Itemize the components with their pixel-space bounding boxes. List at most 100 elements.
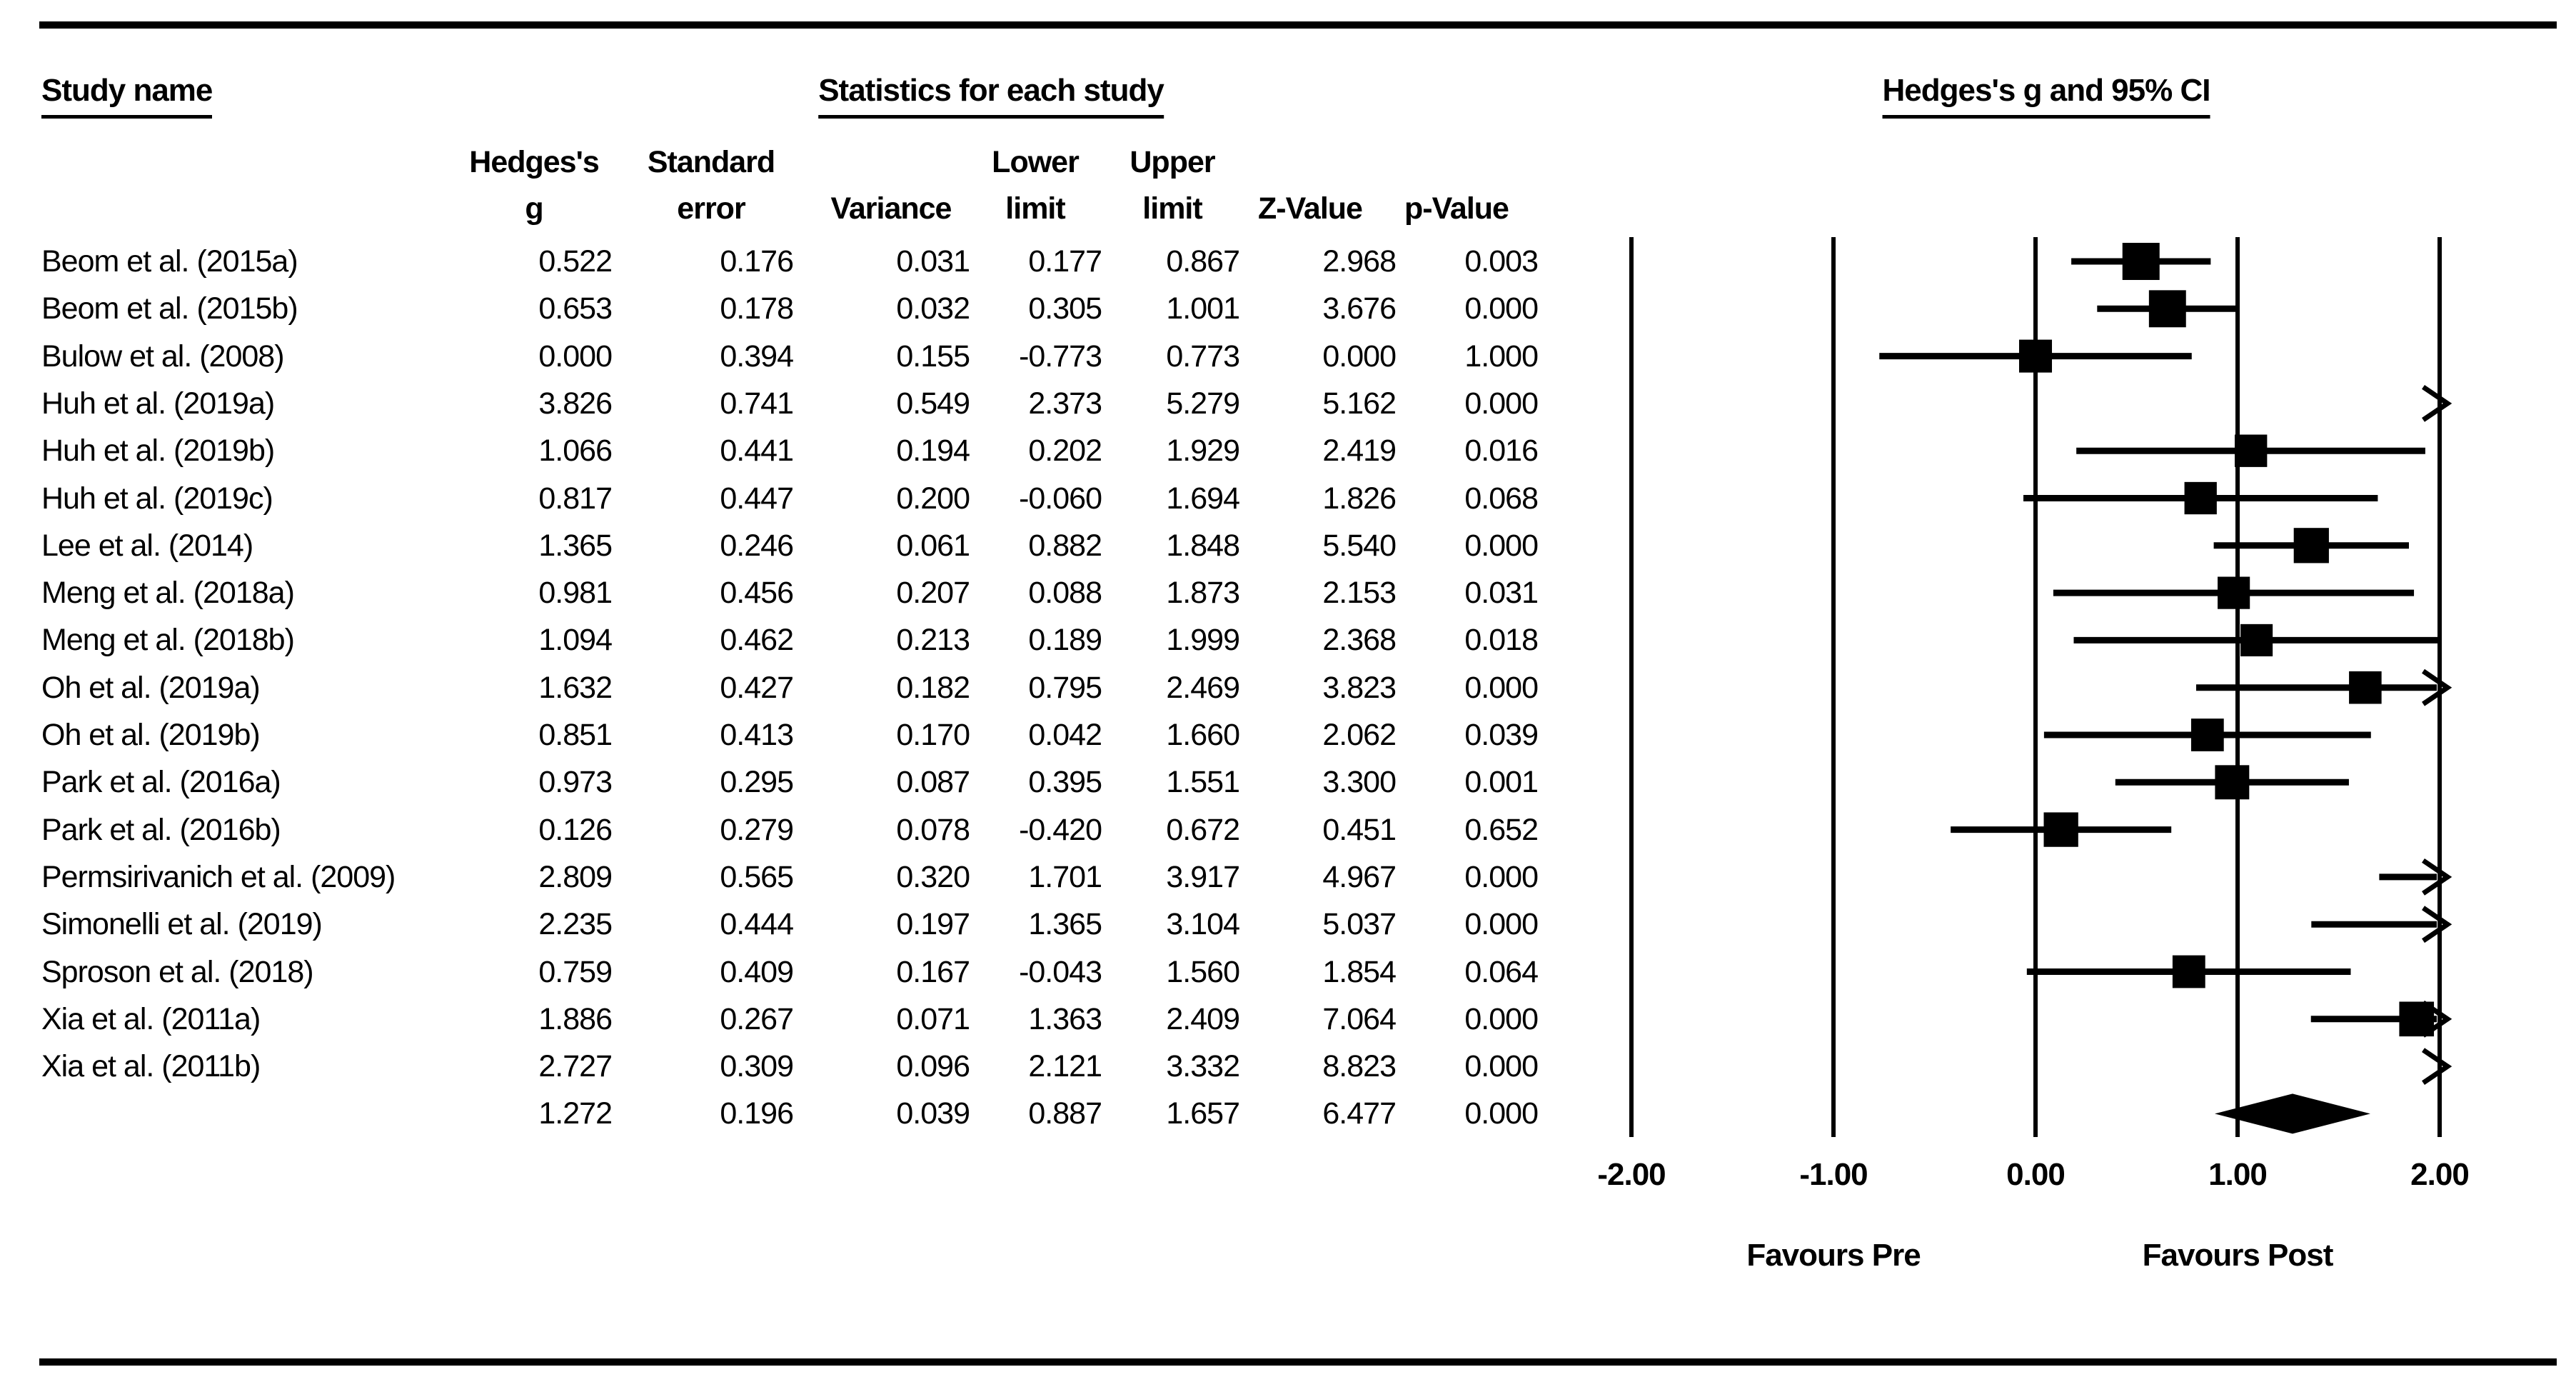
cell-name: Meng et al. (2018a) [41,576,295,611]
cell-name: Beom et al. (2015a) [41,244,298,279]
column-header: Z-Value [1258,191,1363,226]
cell-variance: 0.031 [896,244,970,279]
offscale-arrow-icon [2422,1048,2452,1085]
cell-name: Park et al. (2016b) [41,812,281,847]
cell-se: 0.394 [720,339,794,374]
cell-variance: 0.039 [896,1096,970,1131]
cell-z: 2.368 [1322,623,1397,658]
cell-variance: 0.096 [896,1049,970,1084]
cell-se: 0.309 [720,1049,794,1084]
cell-variance: 0.087 [896,765,970,800]
cell-name: Lee et al. (2014) [41,528,253,563]
cell-z: 2.062 [1322,718,1397,752]
cell-z: 7.064 [1322,1001,1397,1036]
column-header: limit [1142,191,1202,226]
cell-g: 0.973 [538,765,613,800]
cell-se: 0.409 [720,954,794,989]
offscale-arrow-icon [2422,858,2452,896]
cell-name: Oh et al. (2019b) [41,718,261,752]
axis-tick-label: 1.00 [2208,1157,2268,1192]
effect-square [2234,434,2268,467]
cell-upper: 0.773 [1166,339,1240,374]
cell-g: 1.886 [538,1001,613,1036]
cell-g: 2.235 [538,907,613,942]
plot-title: Hedges's g and 95% CI [1882,73,2210,119]
cell-upper: 2.409 [1166,1001,1240,1036]
cell-upper: 3.332 [1166,1049,1240,1084]
cell-lower: 0.202 [1028,434,1102,469]
effect-square [2172,955,2205,988]
cell-variance: 0.200 [896,481,970,516]
cell-name: Huh et al. (2019c) [41,481,273,516]
cell-name: Simonelli et al. (2019) [41,907,323,942]
cell-variance: 0.207 [896,576,970,611]
cell-g: 0.126 [538,812,613,847]
cell-z: 1.854 [1322,954,1397,989]
cell-se: 0.741 [720,386,794,421]
cell-p: 0.000 [1464,1001,1539,1036]
cell-p: 0.039 [1464,718,1539,752]
cell-upper: 1.560 [1166,954,1240,989]
cell-z: 5.162 [1322,386,1397,421]
effect-square [2293,528,2329,564]
cell-name: Beom et al. (2015b) [41,291,298,326]
cell-variance: 0.078 [896,812,970,847]
cell-p: 0.000 [1464,291,1539,326]
cell-g: 0.981 [538,576,613,611]
cell-z: 8.823 [1322,1049,1397,1084]
favours-pre-label: Favours Pre [1746,1238,1921,1273]
cell-lower: 2.121 [1028,1049,1102,1084]
cell-lower: 1.363 [1028,1001,1102,1036]
cell-se: 0.279 [720,812,794,847]
cell-p: 0.652 [1464,812,1539,847]
axis-tick-label: 2.00 [2410,1157,2470,1192]
effect-square [2190,718,2224,751]
cell-upper: 5.279 [1166,386,1240,421]
effect-square [2122,243,2160,280]
cell-z: 3.823 [1322,670,1397,705]
cell-upper: 1.657 [1166,1096,1240,1131]
top-rule [39,21,2557,29]
overall-diamond [2215,1093,2370,1134]
cell-variance: 0.549 [896,386,970,421]
cell-variance: 0.320 [896,859,970,894]
cell-upper: 0.672 [1166,812,1240,847]
cell-variance: 0.170 [896,718,970,752]
effect-square [2018,339,2053,373]
cell-lower: 1.365 [1028,907,1102,942]
cell-g: 1.066 [538,434,613,469]
column-header: Hedges's [469,145,599,179]
cell-lower: 0.189 [1028,623,1102,658]
cell-lower: 0.882 [1028,528,1102,563]
cell-se: 0.447 [720,481,794,516]
column-header: limit [1005,191,1065,226]
cell-variance: 0.167 [896,954,970,989]
cell-g: 0.000 [538,339,613,374]
cell-upper: 3.917 [1166,859,1240,894]
cell-variance: 0.061 [896,528,970,563]
cell-z: 0.000 [1322,339,1397,374]
cell-g: 0.759 [538,954,613,989]
cell-se: 0.176 [720,244,794,279]
cell-upper: 1.551 [1166,765,1240,800]
cell-p: 0.000 [1464,859,1539,894]
cell-p: 0.000 [1464,528,1539,563]
cell-p: 0.016 [1464,434,1539,469]
axis-tick-label: 0.00 [2006,1157,2066,1192]
cell-p: 1.000 [1464,339,1539,374]
cell-name: Xia et al. (2011b) [41,1049,261,1084]
study-name-title: Study name [41,73,213,119]
cell-lower: -0.420 [1019,812,1102,847]
cell-p: 0.001 [1464,765,1539,800]
cell-upper: 2.469 [1166,670,1240,705]
cell-p: 0.031 [1464,576,1539,611]
axis-tick-label: -2.00 [1597,1157,1666,1192]
cell-z: 0.451 [1322,812,1397,847]
cell-variance: 0.194 [896,434,970,469]
column-header: p-Value [1404,191,1509,226]
cell-z: 4.967 [1322,859,1397,894]
cell-name: Bulow et al. (2008) [41,339,285,374]
cell-lower: -0.060 [1019,481,1102,516]
cell-g: 1.094 [538,623,613,658]
